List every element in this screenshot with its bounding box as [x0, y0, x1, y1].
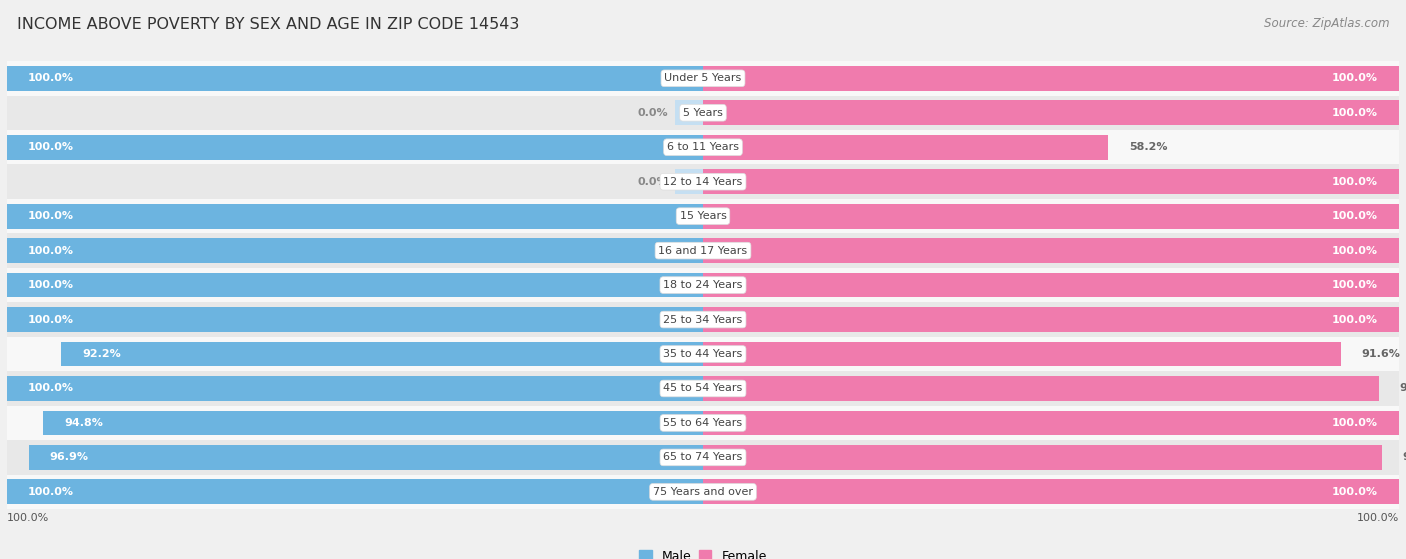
Text: 100.0%: 100.0%: [1331, 315, 1378, 325]
Text: 0.0%: 0.0%: [637, 177, 668, 187]
Text: 100.0%: 100.0%: [28, 245, 75, 255]
Text: 55 to 64 Years: 55 to 64 Years: [664, 418, 742, 428]
Text: Under 5 Years: Under 5 Years: [665, 73, 741, 83]
Bar: [7, 164, 1399, 199]
Bar: [7, 273, 703, 297]
Bar: [7, 130, 1399, 164]
Bar: [703, 342, 1340, 367]
Text: 100.0%: 100.0%: [28, 383, 75, 394]
Text: 100.0%: 100.0%: [1331, 418, 1378, 428]
Text: 97.1%: 97.1%: [1399, 383, 1406, 394]
Bar: [7, 307, 703, 332]
Text: 12 to 14 Years: 12 to 14 Years: [664, 177, 742, 187]
Bar: [7, 480, 703, 504]
Bar: [703, 480, 1399, 504]
Text: 100.0%: 100.0%: [1357, 513, 1399, 523]
Bar: [7, 66, 703, 91]
Text: 100.0%: 100.0%: [1331, 108, 1378, 118]
Bar: [28, 445, 703, 470]
Text: 100.0%: 100.0%: [28, 142, 75, 152]
Bar: [7, 203, 703, 229]
Bar: [703, 445, 1382, 470]
Bar: [7, 234, 1399, 268]
Text: 100.0%: 100.0%: [1331, 73, 1378, 83]
Text: 45 to 54 Years: 45 to 54 Years: [664, 383, 742, 394]
Bar: [7, 337, 1399, 371]
Text: 91.6%: 91.6%: [1361, 349, 1400, 359]
Bar: [7, 96, 1399, 130]
Text: 100.0%: 100.0%: [1331, 211, 1378, 221]
Bar: [703, 66, 1399, 91]
Bar: [703, 238, 1399, 263]
Text: 97.5%: 97.5%: [1402, 452, 1406, 462]
Bar: [675, 169, 703, 194]
Text: 18 to 24 Years: 18 to 24 Years: [664, 280, 742, 290]
Bar: [7, 238, 703, 263]
Bar: [703, 135, 1108, 160]
Bar: [7, 302, 1399, 337]
Bar: [7, 199, 1399, 234]
Text: 100.0%: 100.0%: [1331, 280, 1378, 290]
Text: 92.2%: 92.2%: [82, 349, 121, 359]
Bar: [7, 135, 703, 160]
Text: 100.0%: 100.0%: [28, 211, 75, 221]
Bar: [703, 410, 1399, 435]
Bar: [7, 475, 1399, 509]
Bar: [7, 440, 1399, 475]
Text: 35 to 44 Years: 35 to 44 Years: [664, 349, 742, 359]
Bar: [703, 169, 1399, 194]
Text: 16 and 17 Years: 16 and 17 Years: [658, 245, 748, 255]
Text: 100.0%: 100.0%: [28, 315, 75, 325]
Text: 75 Years and over: 75 Years and over: [652, 487, 754, 497]
Text: 58.2%: 58.2%: [1129, 142, 1167, 152]
Text: 25 to 34 Years: 25 to 34 Years: [664, 315, 742, 325]
Bar: [7, 371, 1399, 406]
Text: 15 Years: 15 Years: [679, 211, 727, 221]
Bar: [7, 268, 1399, 302]
Bar: [703, 307, 1399, 332]
Bar: [7, 406, 1399, 440]
Text: 100.0%: 100.0%: [28, 487, 75, 497]
Text: 100.0%: 100.0%: [1331, 487, 1378, 497]
Text: 5 Years: 5 Years: [683, 108, 723, 118]
Bar: [7, 376, 703, 401]
Bar: [44, 410, 703, 435]
Text: INCOME ABOVE POVERTY BY SEX AND AGE IN ZIP CODE 14543: INCOME ABOVE POVERTY BY SEX AND AGE IN Z…: [17, 17, 519, 32]
Bar: [703, 203, 1399, 229]
Text: 100.0%: 100.0%: [1331, 245, 1378, 255]
Text: 0.0%: 0.0%: [637, 108, 668, 118]
Bar: [703, 376, 1379, 401]
Text: 6 to 11 Years: 6 to 11 Years: [666, 142, 740, 152]
Text: 65 to 74 Years: 65 to 74 Years: [664, 452, 742, 462]
Text: 100.0%: 100.0%: [1331, 177, 1378, 187]
Text: Source: ZipAtlas.com: Source: ZipAtlas.com: [1264, 17, 1389, 30]
Text: 100.0%: 100.0%: [28, 73, 75, 83]
Bar: [62, 342, 703, 367]
Bar: [703, 101, 1399, 125]
Legend: Male, Female: Male, Female: [634, 544, 772, 559]
Text: 94.8%: 94.8%: [65, 418, 103, 428]
Text: 96.9%: 96.9%: [49, 452, 89, 462]
Bar: [675, 101, 703, 125]
Text: 100.0%: 100.0%: [7, 513, 49, 523]
Bar: [7, 61, 1399, 96]
Text: 100.0%: 100.0%: [28, 280, 75, 290]
Bar: [703, 273, 1399, 297]
